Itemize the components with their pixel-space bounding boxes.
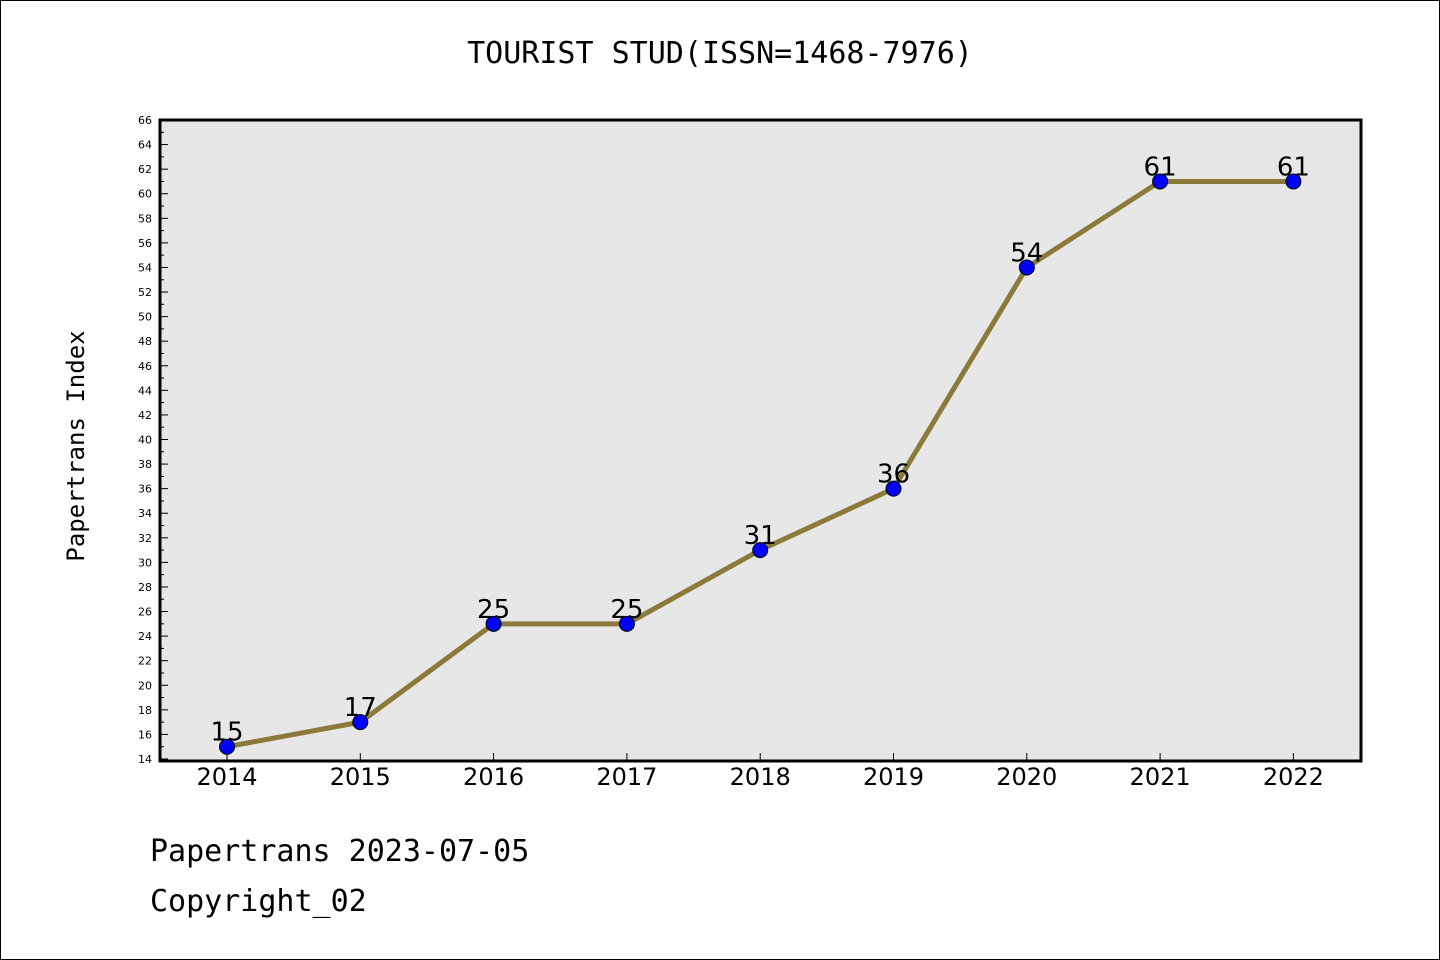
y-tick-label: 34 [138, 507, 152, 520]
data-label: 25 [477, 595, 510, 625]
data-point [219, 738, 235, 755]
data-point [1018, 259, 1035, 276]
y-tick-label: 44 [138, 384, 152, 397]
data-point [352, 714, 369, 731]
y-tick-label: 56 [138, 237, 152, 250]
data-label: 15 [210, 718, 243, 748]
y-tick-label: 66 [138, 114, 152, 127]
data-points [219, 173, 1302, 755]
x-tick-label: 2014 [196, 763, 257, 791]
footer-date: Papertrans 2023-07-05 [150, 834, 530, 869]
chart-title: TOURIST STUD(ISSN=1468-7976) [467, 36, 973, 71]
plot-area [158, 118, 1363, 763]
data-label: 36 [877, 460, 910, 490]
y-tick-label: 40 [138, 434, 152, 447]
data-label: 17 [344, 693, 377, 723]
data-labels: 15 17 25 25 31 36 54 61 61 [210, 152, 1309, 747]
x-tick-label: 2015 [330, 763, 391, 791]
x-axis: 2014 2015 2016 2017 2018 2019 2020 2021 2022 [196, 753, 1324, 791]
y-tick-label: 60 [138, 188, 152, 201]
x-tick-label: 2020 [996, 763, 1057, 791]
footer-copyright: Copyright_02 [150, 884, 367, 919]
y-tick-label: 38 [138, 458, 152, 471]
x-tick-label: 2022 [1263, 763, 1324, 791]
data-label: 61 [1144, 152, 1177, 182]
y-tick-label: 20 [138, 679, 152, 692]
y-tick-label: 30 [138, 556, 152, 569]
data-label: 54 [1010, 238, 1043, 268]
data-point [1152, 173, 1169, 190]
y-tick-label: 62 [138, 163, 152, 176]
data-point [885, 480, 902, 497]
y-tick-label: 46 [138, 360, 152, 373]
y-tick-label: 18 [138, 704, 152, 717]
x-tick-label: 2018 [730, 763, 791, 791]
y-tick-label: 54 [138, 261, 152, 274]
data-label: 61 [1277, 152, 1310, 182]
y-tick-label: 58 [138, 212, 152, 225]
y-tick-label: 14 [138, 753, 152, 766]
data-point [752, 542, 769, 559]
y-tick-label: 32 [138, 532, 152, 545]
y-tick-label: 42 [138, 409, 152, 422]
y-tick-label: 28 [138, 581, 152, 594]
y-tick-label: 24 [138, 630, 152, 643]
data-label: 31 [744, 521, 777, 551]
y-tick-label: 36 [138, 483, 152, 496]
x-tick-label: 2017 [596, 763, 657, 791]
y-tick-label: 52 [138, 286, 152, 299]
data-point [618, 615, 635, 632]
y-tick-label: 64 [138, 139, 152, 152]
data-point [1285, 173, 1302, 190]
y-tick-label: 50 [138, 311, 152, 324]
x-tick-label: 2021 [1130, 763, 1191, 791]
y-axis: 14 16 18 20 22 24 26 28 30 32 34 36 38 40 42 44 46 48 50 52… [138, 114, 168, 766]
x-tick-label: 2019 [863, 763, 924, 791]
data-label: 25 [610, 595, 643, 625]
x-tick-label: 2016 [463, 763, 524, 791]
y-tick-label: 22 [138, 655, 152, 668]
y-tick-label: 16 [138, 728, 152, 741]
y-tick-label: 48 [138, 335, 152, 348]
data-point [485, 615, 502, 632]
y-tick-label: 26 [138, 606, 152, 619]
